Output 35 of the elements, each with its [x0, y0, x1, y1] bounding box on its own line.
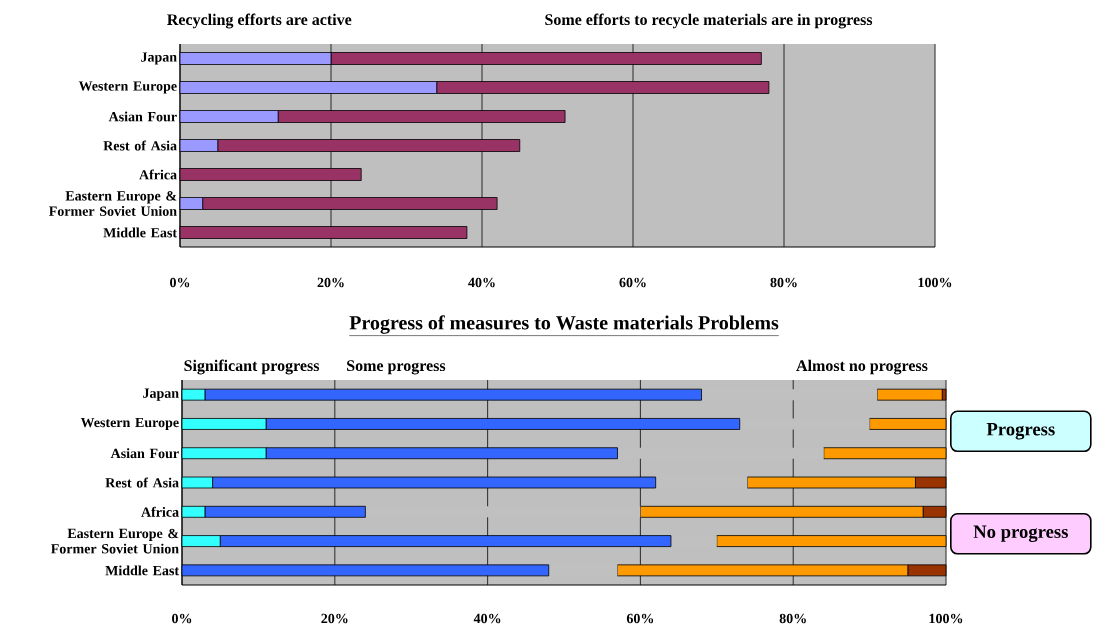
y-tick-label: Eastern Europe & Former Soviet Union — [50, 528, 179, 554]
series-label: Some efforts to recycle materials are in progress — [545, 13, 873, 29]
y-tick-label: Middle East — [105, 565, 180, 576]
x-tick-label: 40% — [473, 613, 501, 624]
y-tick-label: Japan — [141, 52, 177, 65]
x-tick-label: 0% — [172, 613, 192, 624]
x-tick-label: 80% — [779, 613, 806, 624]
series-label: Recycling efforts are active — [167, 13, 352, 29]
x-tick-label: 60% — [626, 613, 654, 624]
x-tick-label: 40% — [468, 277, 495, 288]
bar — [716, 535, 947, 547]
y-tick-label: Asian Four — [108, 111, 177, 122]
y-tick-label: Rest of Asia — [103, 140, 177, 151]
y-tick-label: Rest of Asia — [105, 477, 179, 488]
x-tick-label: 60% — [619, 277, 646, 288]
y-tick-label: Middle East — [103, 227, 178, 238]
text: Progress — [986, 423, 1055, 440]
y-tick-label: Africa — [141, 506, 179, 517]
x-tick-label: 20% — [321, 613, 348, 624]
y-tick-label: Eastern Europe & Former Soviet Union — [48, 191, 177, 216]
x-tick-label: 20% — [317, 277, 344, 288]
y-tick-label: Western Europe — [80, 417, 179, 431]
y-tick-label: Asian Four — [110, 448, 179, 459]
y-tick-label: Japan — [143, 388, 179, 401]
chart-title: Progress of measures to Waste materials Problems — [349, 315, 779, 334]
series-label: Significant progress — [184, 359, 320, 375]
y-tick-label: Western Europe — [78, 81, 177, 94]
x-tick-label: 100% — [929, 613, 963, 624]
x-tick-label: 100% — [918, 277, 952, 288]
series-label: Almost no progress — [796, 359, 928, 375]
y-tick-label: Africa — [139, 169, 177, 180]
x-tick-label: 80% — [770, 277, 797, 288]
x-tick-label: 0% — [170, 277, 190, 288]
series-label: Some progress — [347, 360, 446, 375]
text: No progress — [973, 525, 1068, 542]
